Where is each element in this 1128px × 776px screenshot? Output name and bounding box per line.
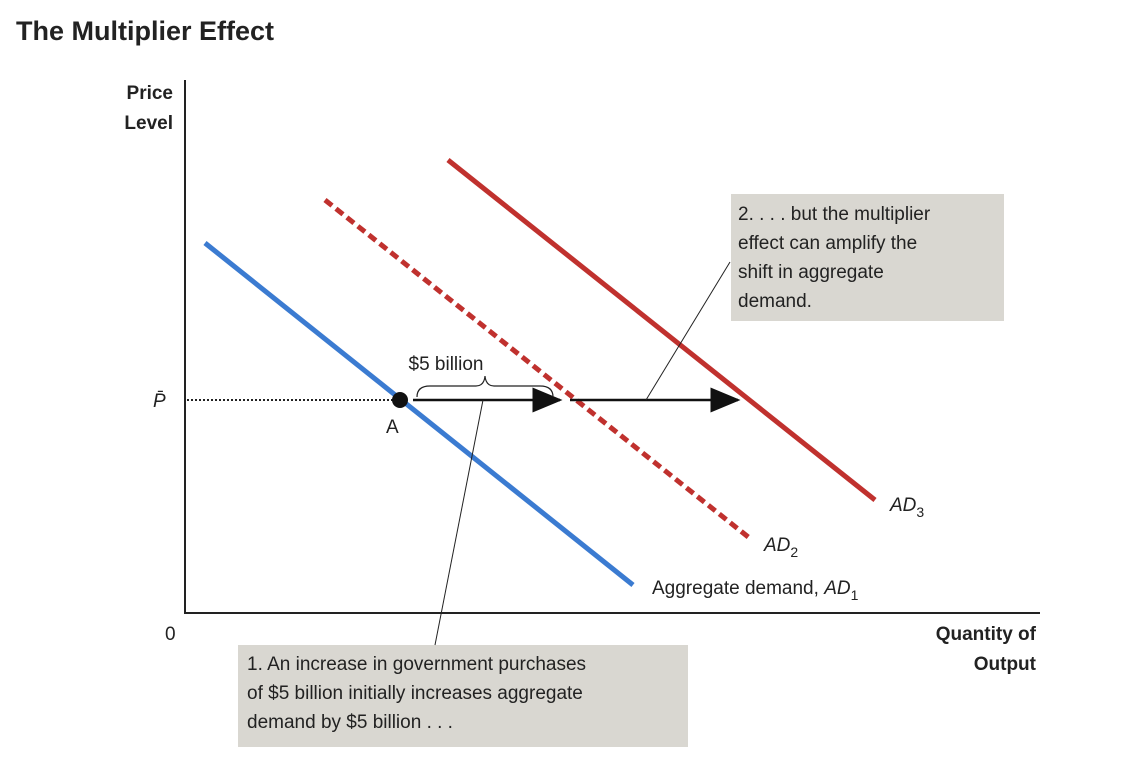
curve-text: Aggregate demand,	[652, 578, 824, 599]
note-line: effect can amplify the	[738, 233, 917, 254]
point-label: A	[386, 417, 399, 438]
note-line: of $5 billion initially increases aggreg…	[247, 683, 583, 704]
leader-line	[434, 399, 484, 646]
y-axis-label: Price	[127, 83, 173, 104]
note-line: 2. . . . but the multiplier	[738, 204, 931, 225]
ad1-curve	[203, 241, 635, 587]
origin-label: 0	[165, 624, 176, 645]
note-box	[731, 194, 1004, 321]
y-axis-label: Level	[124, 113, 173, 134]
ad2-curve	[323, 198, 754, 542]
note-line: 1. An increase in government purchases	[247, 654, 586, 675]
x-axis-label: Output	[974, 654, 1037, 675]
note-line: demand by $5 billion . . .	[247, 712, 453, 733]
brace-label: $5 billion	[409, 354, 484, 375]
ad3-curve	[446, 158, 877, 502]
curve-name: AD	[889, 495, 917, 516]
leader-line	[645, 261, 731, 401]
curve-label: AD3	[889, 495, 924, 520]
title: The Multiplier Effect	[16, 16, 274, 46]
note-box	[238, 645, 688, 747]
note: 2. . . . but the multiplier effect can am…	[738, 204, 931, 312]
price-label: P̄	[153, 391, 166, 412]
curve-name: AD	[823, 578, 851, 599]
note: 1. An increase in government purchases of…	[247, 654, 586, 733]
curve-name: AD	[763, 535, 791, 556]
curve-subscript: 1	[851, 587, 859, 603]
point-a	[392, 392, 408, 408]
curve-subscript: 3	[916, 504, 924, 520]
curve-subscript: 2	[790, 544, 798, 560]
curve-label: Aggregate demand, AD1	[652, 578, 859, 603]
brace	[416, 375, 554, 398]
x-axis-label: Quantity of	[936, 624, 1037, 645]
curve-label: AD2	[763, 535, 798, 560]
note-line: demand.	[738, 291, 812, 312]
note-line: shift in aggregate	[738, 262, 884, 283]
